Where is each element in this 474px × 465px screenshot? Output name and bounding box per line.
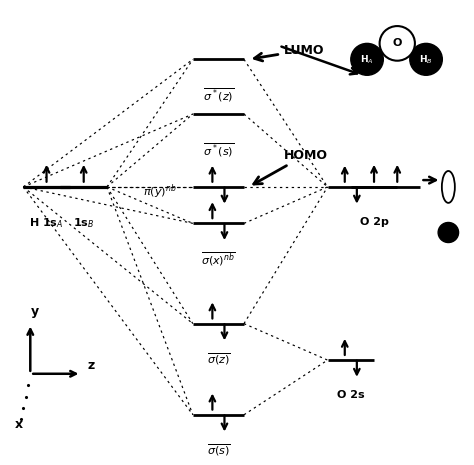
Text: 1s$_B$: 1s$_B$	[73, 217, 94, 230]
Circle shape	[438, 222, 458, 243]
Text: LUMO: LUMO	[255, 44, 324, 61]
Text: y: y	[31, 305, 39, 318]
Ellipse shape	[442, 171, 455, 203]
Text: $\overline{\sigma(s)}$: $\overline{\sigma(s)}$	[207, 442, 230, 458]
Text: $\overline{\sigma^*(s)}$: $\overline{\sigma^*(s)}$	[203, 141, 234, 159]
Circle shape	[351, 43, 383, 75]
Text: z: z	[87, 359, 94, 372]
Circle shape	[410, 43, 442, 75]
Text: $\overline{\sigma(x)^{nb}}$: $\overline{\sigma(x)^{nb}}$	[201, 251, 236, 268]
Text: H$_A$: H$_A$	[360, 53, 374, 66]
Text: H 1s$_A$: H 1s$_A$	[29, 217, 64, 230]
Text: $\overline{\sigma^*(z)}$: $\overline{\sigma^*(z)}$	[203, 86, 234, 104]
Text: $\overline{\sigma(z)}$: $\overline{\sigma(z)}$	[207, 351, 230, 366]
Text: $\pi(y)^{nb}$: $\pi(y)^{nb}$	[143, 182, 177, 201]
Text: HOMO: HOMO	[254, 148, 328, 184]
Circle shape	[380, 26, 415, 61]
Text: O: O	[392, 39, 402, 48]
Text: O 2s: O 2s	[337, 390, 365, 400]
Text: H$_B$: H$_B$	[419, 53, 433, 66]
Text: x: x	[15, 418, 23, 432]
Text: O 2p: O 2p	[360, 217, 389, 226]
